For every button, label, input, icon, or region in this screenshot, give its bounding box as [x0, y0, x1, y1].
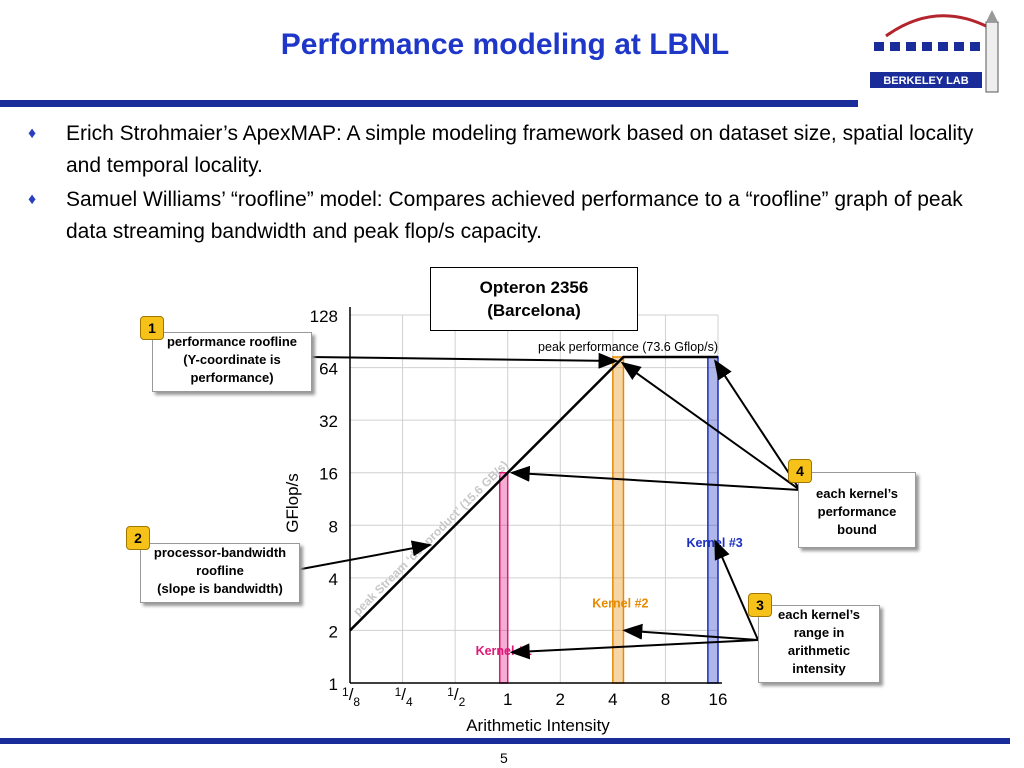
x-axis-label: Arithmetic Intensity — [466, 716, 610, 735]
top-rule — [0, 100, 858, 107]
callout-number-1: 1 — [140, 316, 164, 340]
callout-line: performance) — [190, 370, 274, 385]
callout-line: intensity — [792, 661, 846, 676]
y-tick-label: 4 — [329, 570, 338, 589]
callout-bandwidth-roofline: processor-bandwidth roofline (slope is b… — [140, 543, 300, 603]
callout-line: (Y-coordinate is — [183, 352, 281, 367]
x-tick-label: 1/8 — [342, 685, 360, 709]
y-tick-label: 128 — [310, 307, 338, 326]
callout-arrow — [620, 361, 801, 491]
callout-number-2: 2 — [126, 526, 150, 550]
callout-arrow — [714, 359, 801, 491]
peak-performance-label: peak performance (73.6 Gflop/s) — [538, 340, 718, 354]
x-tick-label: 1/4 — [395, 685, 413, 709]
callout-number-4: 4 — [788, 459, 812, 483]
x-tick-label: 16 — [709, 690, 728, 709]
callout-line: range in — [793, 625, 845, 640]
callout-line: (slope is bandwidth) — [157, 581, 283, 596]
bullet-item-roofline: ♦ Samuel Williams’ “roofline” model: Com… — [28, 184, 988, 248]
page-number: 5 — [500, 750, 508, 766]
x-tick-label: 4 — [608, 690, 617, 709]
callout-arrow — [509, 465, 801, 491]
callout-arrow — [309, 352, 619, 369]
callout-line: processor-bandwidth — [153, 545, 287, 560]
logo-text: BERKELEY LAB — [883, 75, 968, 87]
kernel-range-bar — [612, 356, 625, 684]
processor-name: Opteron 2356 — [479, 278, 589, 297]
kernel-label: Kernel #3 — [686, 536, 742, 550]
y-tick-label: 1 — [329, 675, 338, 694]
callout-line: performance — [817, 504, 897, 519]
callout-arrow — [509, 639, 759, 660]
y-tick-label: 64 — [319, 360, 338, 379]
callout-line: each kernel’s — [778, 607, 860, 622]
roofline-line — [349, 355, 718, 632]
callout-line: bound — [837, 522, 877, 537]
bandwidth-roofline-label: peak Stream ‘dot product’ (15.6 GB/s) — [350, 458, 511, 619]
callout-arrow — [622, 623, 759, 641]
bullet-text: Samuel Williams’ “roofline” model: Compa… — [66, 188, 963, 243]
processor-codename: (Barcelona) — [487, 301, 581, 320]
bullet-item-apexmap: ♦ Erich Strohmaier’s ApexMAP: A simple m… — [28, 118, 988, 182]
x-tick-label: 2 — [556, 690, 565, 709]
callout-line: performance roofline — [166, 334, 298, 349]
kernel-label: Kernel #2 — [592, 597, 648, 611]
x-tick-label: 1/2 — [447, 685, 465, 709]
callout-arrow — [714, 539, 759, 641]
callout-performance-roofline: performance roofline (Y-coordinate is pe… — [152, 332, 312, 392]
callout-intensity-range: each kernel’s range in arithmetic intens… — [758, 605, 880, 683]
callout-line: roofline — [196, 563, 244, 578]
slide-title: Performance modeling at LBNL — [280, 28, 730, 61]
diamond-bullet-icon: ♦ — [28, 125, 37, 142]
callout-performance-bound: each kernel’s performance bound — [798, 472, 916, 548]
y-axis-label: GFlop/s — [283, 473, 302, 533]
y-tick-label: 2 — [329, 622, 338, 641]
y-tick-label: 16 — [319, 465, 338, 484]
bullet-text: Erich Strohmaier’s ApexMAP: A simple mod… — [66, 122, 974, 177]
berkeley-lab-logo: BERKELEY LAB — [870, 10, 999, 93]
callout-line: arithmetic — [787, 643, 851, 658]
bottom-rule — [0, 738, 1010, 744]
y-tick-label: 8 — [329, 517, 338, 536]
callout-line: each kernel’s — [816, 486, 898, 501]
processor-label-box: Opteron 2356 (Barcelona) — [430, 267, 638, 331]
x-tick-label: 8 — [661, 690, 670, 709]
bullet-list: ♦ Erich Strohmaier’s ApexMAP: A simple m… — [28, 118, 988, 250]
y-tick-label: 32 — [319, 412, 338, 431]
x-tick-label: 1 — [503, 690, 512, 709]
callout-number-3: 3 — [748, 593, 772, 617]
callout-arrow — [295, 540, 432, 571]
diamond-bullet-icon: ♦ — [28, 191, 37, 208]
kernel-range-bar — [707, 356, 719, 684]
